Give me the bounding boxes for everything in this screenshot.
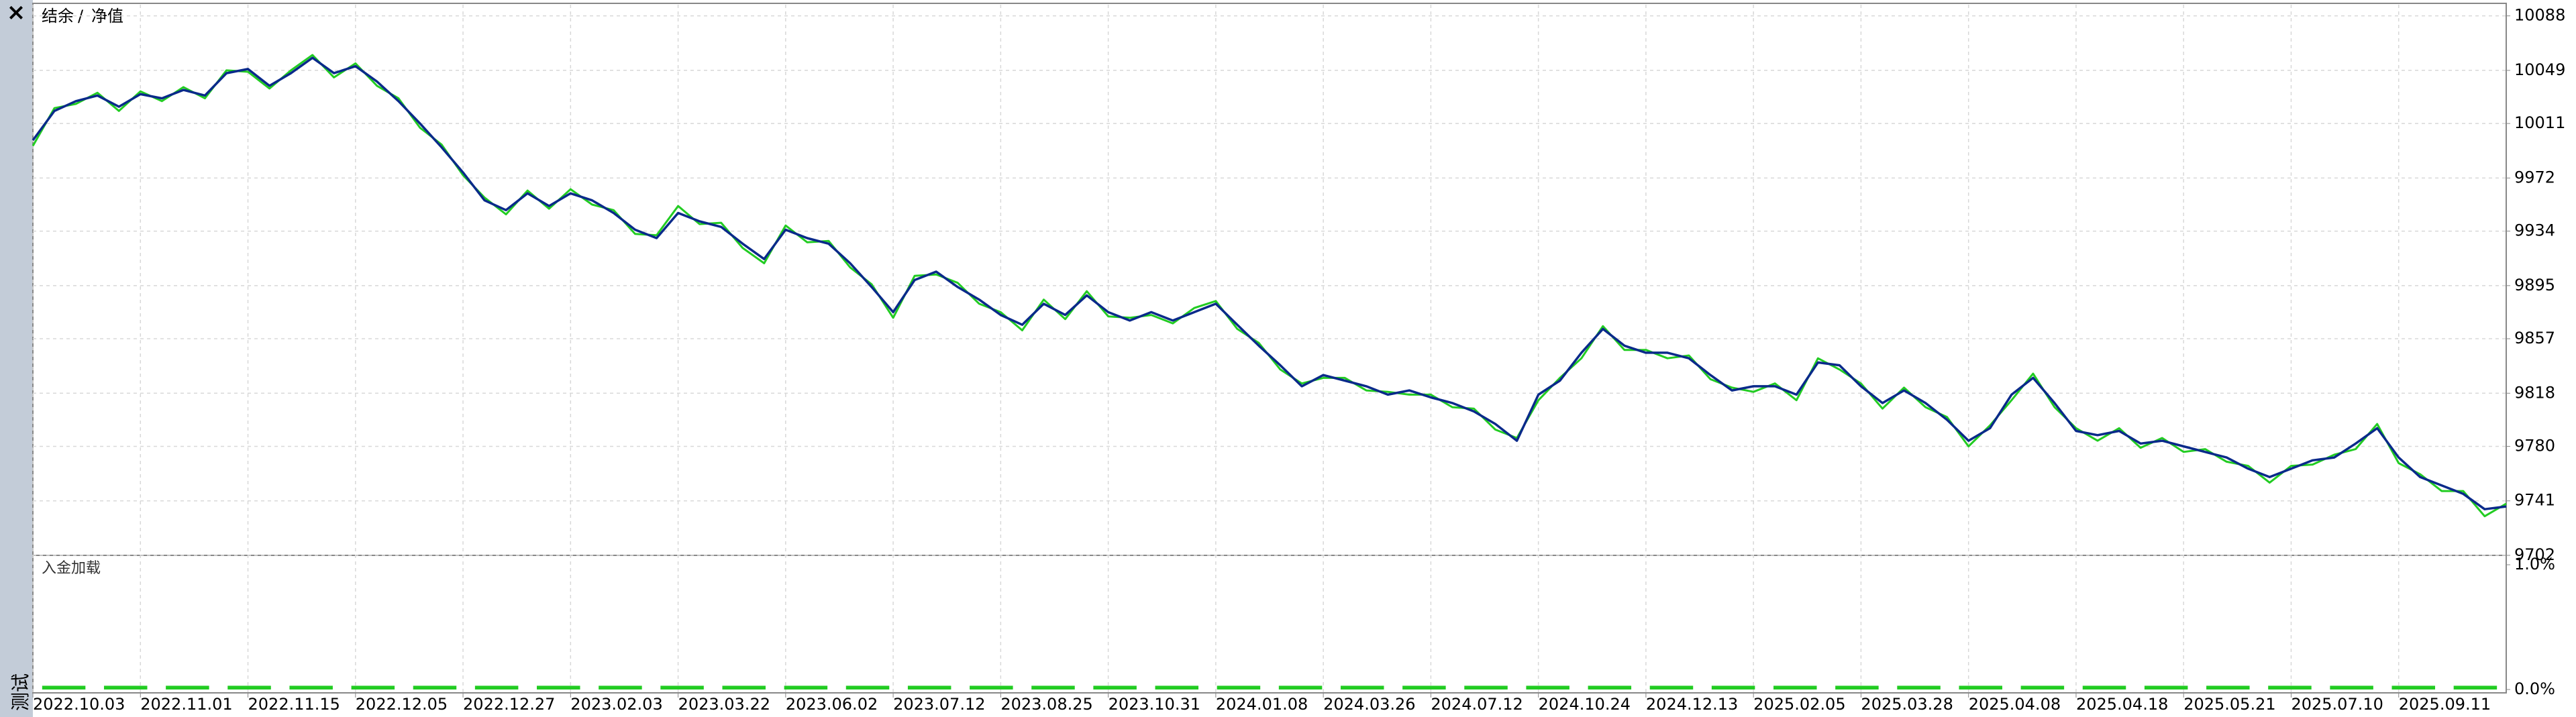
- main-panel: [32, 3, 2507, 556]
- y-tick-label: 10011: [2514, 113, 2565, 132]
- load-bar: [2206, 685, 2250, 690]
- y-tick-label: 10088: [2514, 6, 2565, 25]
- x-tick-label: 2025.03.28: [1861, 695, 1953, 714]
- load-bar: [1031, 685, 1075, 690]
- x-tick-label: 2025.02.05: [1753, 695, 1845, 714]
- load-bar: [413, 685, 457, 690]
- load-bar: [166, 685, 209, 690]
- series-line: [32, 56, 2507, 510]
- load-bar: [1897, 685, 1941, 690]
- sub-title: 入金加载: [42, 560, 101, 577]
- y-tick-label: 9818: [2514, 383, 2555, 402]
- x-tick-label: 2022.10.03: [33, 695, 125, 714]
- y-tick-label: 9780: [2514, 436, 2555, 455]
- x-tick-label: 2022.11.15: [248, 695, 340, 714]
- load-bar: [103, 685, 148, 690]
- load-bar: [1959, 685, 2002, 690]
- x-tick-label: 2023.08.25: [1000, 695, 1092, 714]
- load-bar: [1093, 685, 1137, 690]
- load-bar: [1278, 685, 1323, 690]
- sub-panel: [32, 555, 2507, 694]
- load-bar: [1526, 685, 1569, 690]
- load-bar: [474, 685, 519, 690]
- load-bar: [1649, 685, 1694, 690]
- close-button[interactable]: ×: [7, 0, 26, 26]
- x-tick-label: 2025.05.21: [2183, 695, 2275, 714]
- x-tick-label: 2023.03.22: [678, 695, 770, 714]
- load-bar: [1340, 685, 1384, 690]
- load-bar: [1217, 685, 1261, 690]
- x-tick-label: 2024.12.13: [1646, 695, 1738, 714]
- load-bar: [537, 685, 580, 690]
- x-tick-label: 2025.09.11: [2399, 695, 2491, 714]
- load-bar: [1773, 685, 1817, 690]
- load-bar: [907, 685, 951, 690]
- load-bar: [2391, 685, 2436, 690]
- x-tick-label: 2024.10.24: [1539, 695, 1631, 714]
- load-bar: [970, 685, 1013, 690]
- x-tick-label: 2022.11.01: [140, 695, 232, 714]
- x-tick-label: 2023.02.03: [570, 695, 662, 714]
- y-tick-label: 9934: [2514, 221, 2555, 240]
- y-tick-label: 0.0%: [2514, 679, 2555, 698]
- load-bar: [42, 685, 86, 690]
- load-bar: [1588, 685, 1632, 690]
- load-bar: [722, 685, 766, 690]
- side-label: 测试: [9, 673, 32, 711]
- x-tick-label: 2022.12.27: [463, 695, 555, 714]
- x-tick-label: 2025.07.10: [2291, 695, 2383, 714]
- load-bar: [2144, 685, 2188, 690]
- y-tick-label: 9857: [2514, 329, 2555, 347]
- sidebar: [0, 0, 33, 717]
- x-tick-label: 2023.07.12: [893, 695, 985, 714]
- x-tick-label: 2022.12.05: [356, 695, 448, 714]
- load-bar: [351, 685, 395, 690]
- y-tick-label: 9972: [2514, 168, 2555, 186]
- load-bar: [1835, 685, 1879, 690]
- x-tick-label: 2023.10.31: [1109, 695, 1200, 714]
- x-tick-label: 2023.06.02: [786, 695, 878, 714]
- load-bar: [1711, 685, 1755, 690]
- y-tick-label: 9895: [2514, 276, 2555, 294]
- load-bar: [2330, 685, 2373, 690]
- x-tick-label: 2024.01.08: [1216, 695, 1308, 714]
- x-tick-label: 2025.04.08: [1969, 695, 2061, 714]
- x-tick-label: 2024.07.12: [1431, 695, 1523, 714]
- load-bar: [2020, 685, 2065, 690]
- load-bar: [1464, 685, 1508, 690]
- load-bar: [2453, 685, 2497, 690]
- load-bar: [599, 685, 642, 690]
- y-tick-label: 10049: [2514, 60, 2565, 79]
- load-bar: [289, 685, 333, 690]
- load-bar: [2268, 685, 2312, 690]
- load-bar: [1155, 685, 1199, 690]
- load-bar: [845, 685, 890, 690]
- load-bar: [784, 685, 828, 690]
- y-tick-label: 1.0%: [2514, 555, 2555, 573]
- x-tick-label: 2024.03.26: [1323, 695, 1415, 714]
- load-bar: [2082, 685, 2126, 690]
- load-bar: [1402, 685, 1446, 690]
- load-bar: [227, 685, 271, 690]
- y-tick-label: 9741: [2514, 491, 2555, 510]
- y-tick-label: 9702: [2514, 545, 2555, 564]
- load-bar: [660, 685, 704, 690]
- x-tick-label: 2025.04.18: [2076, 695, 2168, 714]
